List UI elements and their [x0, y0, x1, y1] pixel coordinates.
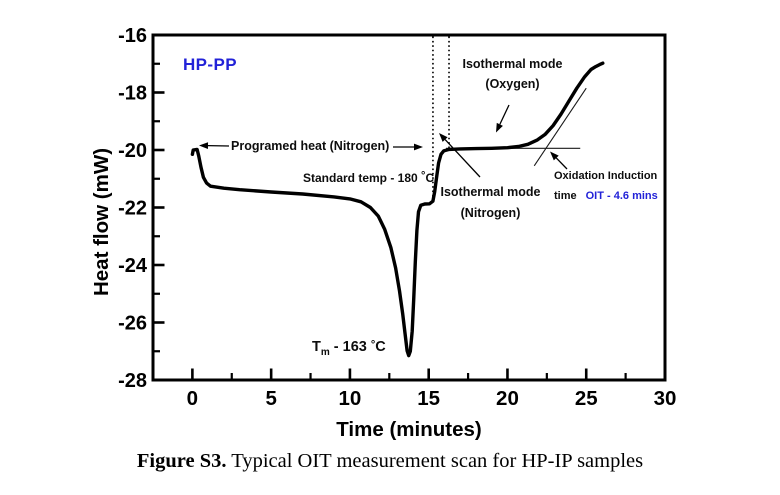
isothermal-nitrogen-arrow-head	[439, 133, 448, 142]
x-tick-label: 30	[654, 387, 677, 410]
tm-value: - 163	[329, 339, 371, 355]
x-tick-label: 5	[265, 387, 276, 410]
tm-unit: C	[375, 339, 386, 355]
standard-temp-text: Standard temp - 180	[303, 171, 422, 185]
chart-svg: 0 5 10 15 20 25 30 -16 -18 -20 -22 -24 -26 -28	[118, 25, 677, 410]
isothermal-nitrogen-annotation: Isothermal mode (Nitrogen)	[428, 182, 553, 224]
isothermal-oxygen-line2: (Oxygen)	[485, 77, 540, 91]
oit-time-word: time	[554, 190, 577, 202]
y-tick-label: -28	[118, 370, 147, 392]
y-tick-label: -20	[118, 140, 147, 162]
isothermal-nitrogen-arrow	[444, 139, 481, 178]
y-tick-label: -22	[118, 198, 147, 220]
x-tick-label: 0	[187, 387, 198, 410]
tm-annotation: Tm - 163 °C	[312, 339, 386, 358]
programed-heat-right-arrow-head	[414, 143, 423, 151]
y-tick-label: -24	[118, 255, 148, 277]
degree-symbol: °	[421, 170, 426, 182]
oit-annotation: Oxidation Induction time OIT - 4.6 mins	[554, 166, 658, 206]
oit-line1: Oxidation Induction	[554, 170, 658, 182]
tm-degree-symbol: °	[370, 339, 376, 351]
oit-pointer-arrow-head	[550, 151, 559, 161]
y-tick-label: -26	[118, 313, 147, 335]
x-tick-label: 25	[575, 387, 598, 410]
tm-subscript: m	[320, 347, 330, 358]
oit-line2: time OIT - 4.6 mins	[554, 186, 658, 206]
y-tick-label: -18	[118, 83, 147, 105]
isothermal-nitrogen-line2: (Nitrogen)	[460, 206, 521, 220]
oit-pointer-arrow	[555, 157, 568, 170]
isothermal-oxygen-line1: Isothermal mode	[462, 57, 563, 71]
plot-frame	[151, 33, 667, 382]
standard-temp-annotation: Standard temp - 180 °C	[303, 170, 434, 185]
standard-temp-unit: C	[425, 171, 435, 185]
caption-text: Typical OIT measurement scan for HP-IP s…	[226, 450, 644, 472]
tm-symbol: T	[312, 339, 321, 355]
isothermal-oxygen-arrow-head	[496, 122, 503, 133]
figure-caption: Figure S3. Typical OIT measurement scan …	[0, 450, 780, 473]
isothermal-oxygen-arrow	[499, 104, 510, 125]
isothermal-oxygen-annotation: Isothermal mode (Oxygen)	[445, 54, 580, 94]
y-tick-label: -16	[118, 25, 147, 47]
x-axis-title: Time (minutes)	[336, 418, 482, 441]
oit-tangent-line	[533, 87, 587, 167]
programed-heat-left-arrow-head	[199, 142, 209, 150]
x-tick-label: 15	[417, 387, 440, 410]
y-axis-title: Heat flow (mW)	[90, 147, 113, 297]
sample-label: HP-PP	[183, 55, 237, 74]
isothermal-nitrogen-line1: Isothermal mode	[440, 185, 541, 199]
programed-heat-annotation: Programed heat (Nitrogen)	[231, 139, 390, 153]
oit-value: OIT - 4.6 mins	[585, 190, 658, 202]
x-tick-label: 10	[339, 387, 362, 410]
x-tick-label: 20	[496, 387, 519, 410]
dsc-curve	[190, 61, 605, 358]
caption-label: Figure S3.	[136, 450, 227, 472]
